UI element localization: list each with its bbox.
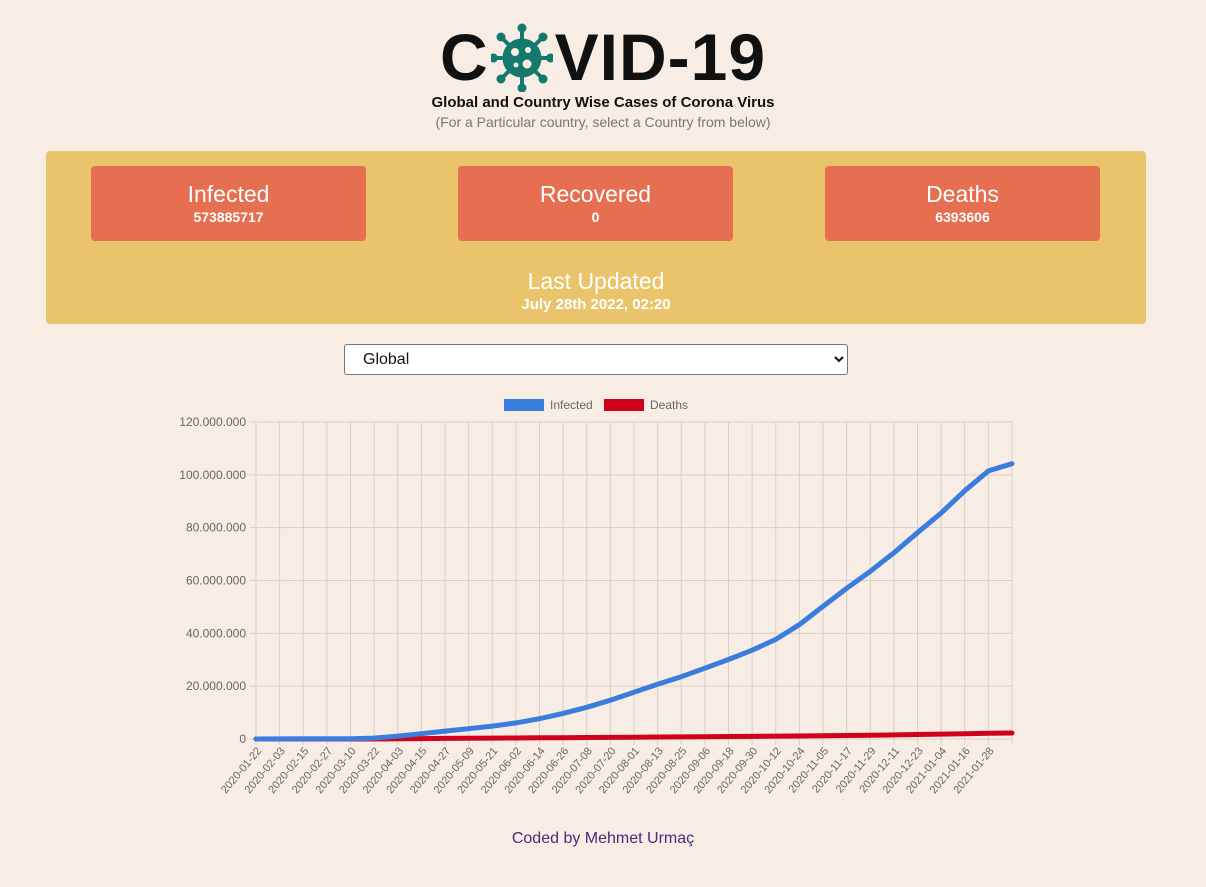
- recovered-value: 0: [591, 209, 600, 225]
- x-axis-ticks: 2020-01-222020-02-032020-02-152020-02-27…: [219, 745, 997, 796]
- last-updated: Last Updated July 28th 2022, 02:20: [46, 266, 1146, 314]
- infected-label: Infected: [187, 181, 270, 207]
- y-tick-label: 80.000.000: [186, 521, 246, 535]
- logo: C: [0, 18, 1206, 96]
- virus-icon: [490, 23, 553, 92]
- chart-series: [253, 461, 1015, 742]
- legend-swatch-infected[interactable]: [504, 399, 544, 411]
- deaths-value: 6393606: [935, 209, 990, 225]
- series-line-infected: [253, 461, 1015, 742]
- legend-label-infected[interactable]: Infected: [550, 398, 593, 412]
- recovered-card: Recovered 0: [458, 166, 733, 241]
- last-updated-value: July 28th 2022, 02:20: [521, 296, 671, 313]
- y-tick-label: 20.000.000: [186, 679, 246, 693]
- country-select[interactable]: Global: [344, 344, 848, 375]
- last-updated-label: Last Updated: [527, 268, 665, 294]
- subnote: (For a Particular country, select a Coun…: [435, 114, 771, 130]
- y-tick-label: 0: [239, 732, 246, 746]
- recovered-label: Recovered: [539, 181, 652, 207]
- cases-line-chart: Infected Deaths 0 20.000.000 40.000.000 60.0…: [179, 398, 1015, 796]
- subtitle: Global and Country Wise Cases of Corona …: [431, 94, 775, 111]
- logo-prefix: C: [439, 20, 489, 94]
- country-select-wrap: Global: [344, 344, 848, 375]
- infected-card: Infected 573885717: [91, 166, 366, 241]
- stats-panel: Infected 573885717 Recovered 0 Deaths 63…: [46, 151, 1146, 324]
- infected-value: 573885717: [193, 209, 264, 225]
- chart-grid: [250, 421, 1013, 745]
- logo-suffix: VID-19: [554, 20, 767, 94]
- chart-legend: Infected Deaths: [504, 398, 688, 412]
- legend-swatch-deaths[interactable]: [604, 399, 644, 411]
- y-tick-label: 120.000.000: [179, 415, 246, 429]
- footer-credit: Coded by Mehmet Urmaç: [511, 830, 695, 847]
- y-axis-ticks: 0 20.000.000 40.000.000 60.000.000 80.000.00…: [179, 415, 246, 746]
- deaths-label: Deaths: [926, 181, 999, 207]
- y-tick-label: 100.000.000: [179, 468, 246, 482]
- legend-label-deaths[interactable]: Deaths: [650, 398, 688, 412]
- y-tick-label: 40.000.000: [186, 626, 246, 640]
- y-tick-label: 60.000.000: [186, 574, 246, 588]
- deaths-card: Deaths 6393606: [825, 166, 1100, 241]
